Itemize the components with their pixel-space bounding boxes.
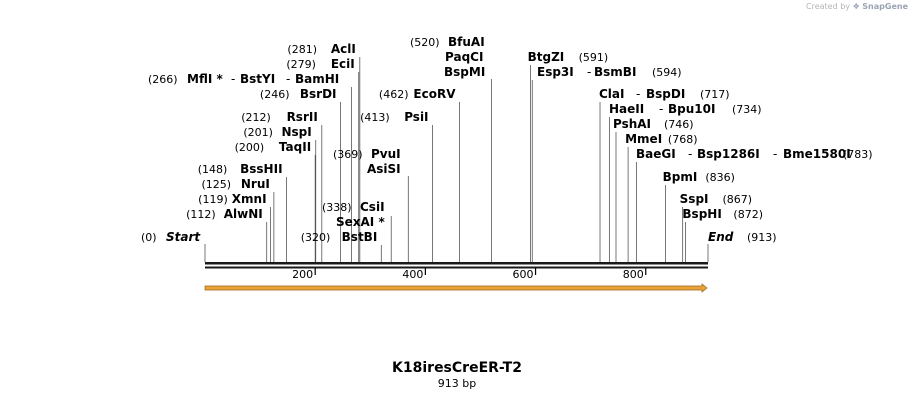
site-520-name-1: PaqCI [445,50,483,64]
site-872-name: BspHI [682,207,721,221]
site-462-name: EcoRV [413,87,456,101]
site-112-name: AlwNI [224,207,263,221]
site-148-name: BssHII [240,162,282,176]
site-734-pos: (734) [732,103,762,116]
site-369-pos: (369) [333,148,363,161]
watermark-brand: SnapGene [862,2,908,11]
site-734-name-0: HaeII [609,102,644,116]
site-520-pos: (520) [410,36,440,49]
site-591-pos: (591) [579,51,609,64]
backbone-top-strand [205,262,708,265]
site-119-name: XmnI [232,192,267,206]
site-783-name-2: Bme1580I [783,147,851,161]
site-783-name-0: BaeGI [636,147,676,161]
site-212-name: RsrII [287,110,318,124]
site-369-name-0: PvuI [371,147,401,161]
site-783-name-1: Bsp1286I [697,147,760,161]
snapgene-watermark: Created by ❖ SnapGene [806,2,908,11]
site-594-pos: (594) [652,66,682,79]
sequence-length: 913 bp [437,377,477,390]
site-872-pos: (872) [733,208,763,221]
site-717-pos: (717) [700,88,730,101]
watermark-created-by: Created by [806,2,851,11]
site-338-name-0: CsiI [360,200,385,214]
site-200-name: TaqII [279,140,311,154]
site-746-pos: (746) [664,118,694,131]
axis-tick-label-800: 800 [623,268,644,281]
site-279-pos: (279) [286,58,316,71]
site-413-pos: (413) [360,111,390,124]
site-768-name: MmeI [625,132,662,146]
site-200-pos: (200) [235,141,265,154]
site-717-name-0: ClaI [599,87,624,101]
site-717-name-1: BspDI [646,87,685,101]
site-320-pos: (320) [301,231,331,244]
backbone-bottom-strand [205,266,708,269]
site-867-pos: (867) [722,193,752,206]
site-320-name: BstBI [342,230,378,244]
site-266-name-2: BamHI [295,72,339,86]
site-266-name-0: MflI * [187,72,223,86]
end-label: End [708,230,734,244]
site-266-sep-1: - [286,72,290,86]
site-591-name: BtgZI [528,50,565,64]
site-746-name: PshAI [613,117,651,131]
site-201-name: NspI [281,125,311,139]
axis-tick-label-200: 200 [292,268,313,281]
site-281-pos: (281) [287,43,317,56]
site-594-name-1: BsmBI [594,65,636,79]
site-768-pos: (768) [668,133,698,146]
site-266-name-1: BstYI [240,72,275,86]
site-266-pos: (266) [148,73,178,86]
site-594-name-0: Esp3I [537,65,574,79]
site-279-name: EciI [331,57,355,71]
site-125-name: NruI [241,177,270,191]
site-783-sep-0: - [688,147,692,161]
site-212-pos: (212) [241,111,271,124]
site-734-sep-0: - [659,102,663,116]
site-594-sep-0: - [587,65,591,79]
site-867-name: SspI [680,192,709,206]
site-836-name: BpmI [663,170,698,184]
axis-tick-label-600: 600 [513,268,534,281]
site-520-name-0: BfuAI [448,35,485,49]
site-281-name: AclI [331,42,356,56]
site-246-pos: (246) [260,88,290,101]
site-369-name-1: AsiSI [367,162,401,176]
site-201-pos: (201) [243,126,273,139]
site-717-sep-0: - [636,87,640,101]
site-783-pos: (783) [843,148,873,161]
end-pos: (913) [747,231,777,244]
site-246-name: BsrDI [300,87,337,101]
site-462-pos: (462) [379,88,409,101]
site-112-pos: (112) [186,208,216,221]
site-783-sep-1: - [773,147,777,161]
site-119-pos: (119) [198,193,228,206]
site-125-pos: (125) [201,178,231,191]
site-148-pos: (148) [198,163,228,176]
site-734-name-1: Bpu10I [668,102,715,116]
site-836-pos: (836) [705,171,735,184]
axis-tick-label-400: 400 [402,268,423,281]
site-520-name-2: BspMI [444,65,485,79]
site-413-name: PsiI [404,110,428,124]
sequence-name: K18iresCreER-T2 [392,360,522,376]
start-label: Start [166,230,201,244]
snapgene-logo-icon: ❖ [852,2,860,11]
site-338-name-1: SexAI * [336,215,385,229]
site-266-sep-0: - [231,72,235,86]
site-338-pos: (338) [322,201,352,214]
start-pos: (0) [141,231,157,244]
feature-arrow [204,283,708,293]
